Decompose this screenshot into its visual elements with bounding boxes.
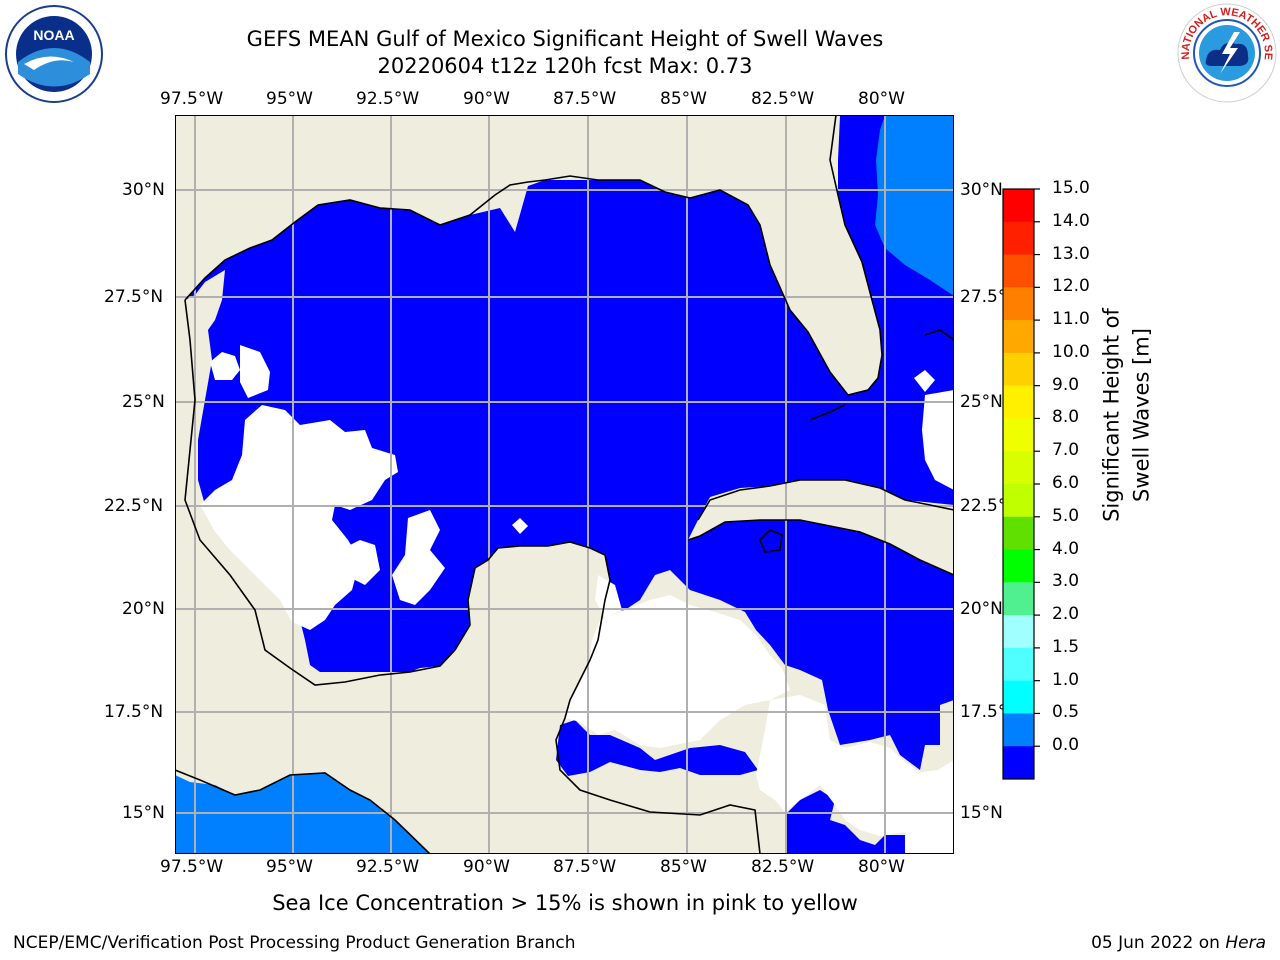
lon-tick-bottom: 82.5°W	[751, 857, 815, 877]
no-data-area	[340, 540, 380, 585]
colorbar-tick-label: 0.5	[1052, 702, 1080, 723]
lat-tick-right: 25°N	[960, 392, 1003, 412]
colorbar-tick-label: 11.0	[1052, 309, 1090, 330]
colorbar-tick-label: 6.0	[1052, 473, 1080, 493]
lon-tick-bottom: 87.5°W	[553, 857, 617, 877]
lon-tick-bottom: 90°W	[463, 857, 510, 877]
colorbar-tick-label: 12.0	[1052, 276, 1090, 297]
lat-tick-right: 17.5°N	[960, 702, 1020, 722]
footer-date-text: 05 Jun 2022 on	[1091, 933, 1220, 953]
lat-tick-right: 27.5°N	[960, 287, 1020, 307]
lat-tick-left: 22.5°N	[104, 496, 164, 516]
caribbean-ocean-area	[785, 790, 905, 854]
lon-tick-top: 80°W	[858, 89, 905, 109]
colorbar-tick-label: 9.0	[1052, 374, 1080, 395]
no-data-area	[595, 575, 622, 618]
coastline	[175, 115, 954, 854]
colorbar-tick-label: 7.0	[1052, 440, 1080, 461]
lon-tick-bottom: 97.5°W	[160, 857, 224, 877]
lon-tick-top: 92.5°W	[356, 89, 420, 109]
no-data-area	[914, 370, 935, 392]
lat-tick-left: 27.5°N	[104, 287, 164, 307]
lat-tick-left: 25°N	[122, 392, 165, 412]
no-data-area	[240, 345, 270, 398]
svg-text:NOAA: NOAA	[33, 27, 74, 43]
noaa-logo-icon: NOAA	[4, 4, 104, 104]
lat-tick-left: 15°N	[122, 803, 165, 823]
sea-ice-note: Sea Ice Concentration > 15% is shown in …	[272, 891, 858, 915]
lat-tick-right: 30°N	[960, 180, 1003, 200]
lon-tick-top: 97.5°W	[160, 89, 224, 109]
lat-tick-right: 22.5°N	[960, 496, 1020, 516]
lat-tick-left: 30°N	[122, 180, 165, 200]
gulf-ocean-area	[185, 116, 954, 770]
lon-tick-top: 87.5°W	[553, 89, 617, 109]
lon-tick-top: 85°W	[660, 89, 707, 109]
colorbar-tick-label: 1.0	[1052, 669, 1080, 690]
colorbar-tick-label: 1.5	[1052, 636, 1080, 657]
colorbar-tick-label: 8.0	[1052, 407, 1080, 428]
map-title: GEFS MEAN Gulf of Mexico Significant Hei…	[246, 27, 884, 51]
lon-tick-top: 95°W	[266, 89, 313, 109]
colorbar-label: Significant Height of Swell Waves [m]	[1099, 308, 1154, 522]
no-data-area	[512, 518, 528, 534]
atlantic-swell-area	[875, 116, 954, 296]
colorbar-tick-label: 4.0	[1052, 538, 1080, 559]
lon-tick-bottom: 80°W	[858, 857, 905, 877]
no-data-area	[922, 390, 954, 490]
nws-logo-icon: NATIONAL WEATHER SERVICE	[1176, 2, 1278, 104]
lon-tick-top: 82.5°W	[751, 89, 815, 109]
map-subtitle: 20220604 t12z 120h fcst Max: 0.73	[377, 54, 753, 78]
no-data-area	[210, 352, 240, 380]
lat-tick-left: 17.5°N	[104, 702, 164, 722]
no-data-area	[392, 510, 445, 605]
colorbar-tick-label: 13.0	[1052, 243, 1090, 264]
graticule	[175, 115, 954, 854]
footer-date: 05 Jun 2022 on Hera	[1091, 933, 1266, 953]
caribbean-ocean-area	[556, 720, 758, 776]
lon-tick-bottom: 95°W	[266, 857, 313, 877]
footer-host: Hera	[1225, 933, 1266, 953]
no-data-area	[565, 595, 790, 748]
colorbar-tick-label: 2.0	[1052, 604, 1080, 625]
lat-tick-left: 20°N	[122, 599, 165, 619]
lon-tick-top: 90°W	[463, 89, 510, 109]
lon-tick-bottom: 85°W	[660, 857, 707, 877]
colorbar-tick-label: 5.0	[1052, 505, 1080, 526]
footer-credit: NCEP/EMC/Verification Post Processing Pr…	[13, 933, 576, 953]
colorbar-tick-label: 15.0	[1052, 178, 1090, 198]
lat-tick-right: 20°N	[960, 599, 1003, 619]
colorbar-tick-label: 10.0	[1052, 341, 1090, 362]
colorbar-tick-label: 0.0	[1052, 735, 1080, 756]
colorbar-tick-label: 14.0	[1052, 210, 1090, 231]
lon-tick-bottom: 92.5°W	[356, 857, 420, 877]
no-data-area	[756, 695, 954, 854]
colorbar-tick-label: 3.0	[1052, 571, 1080, 592]
lat-tick-right: 15°N	[960, 803, 1003, 823]
